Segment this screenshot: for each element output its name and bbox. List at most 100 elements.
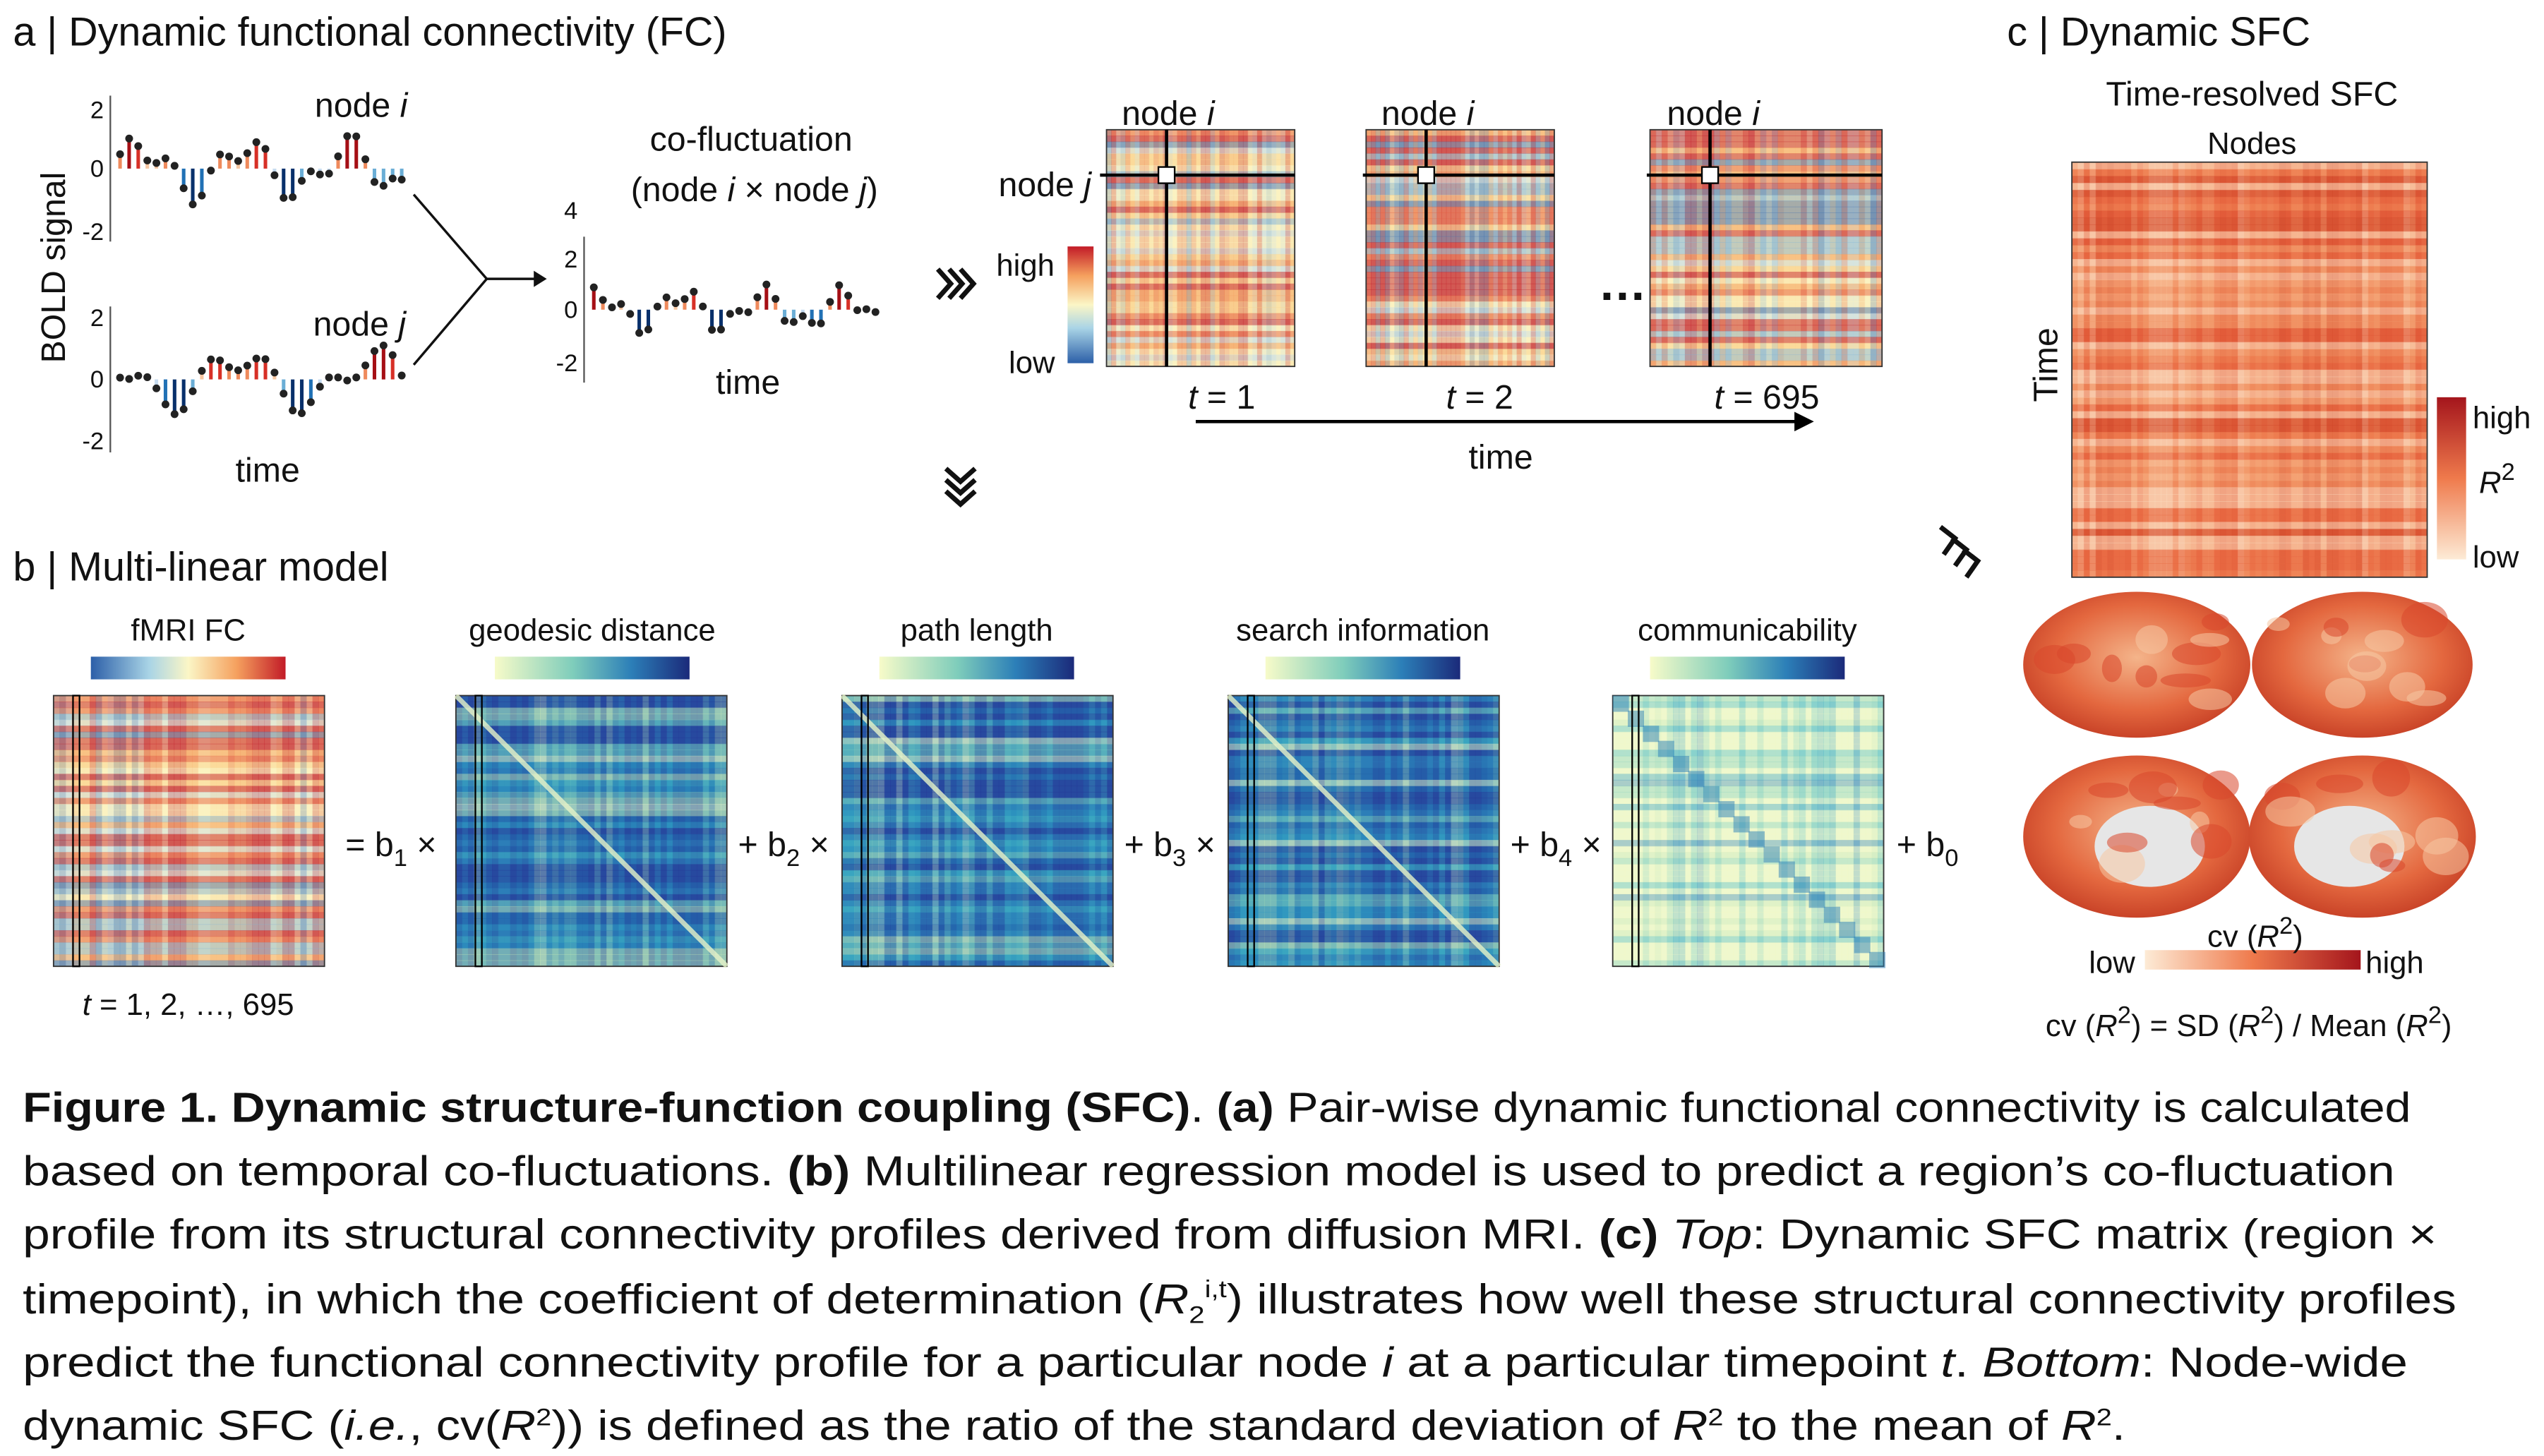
matrix-diagonal [840, 694, 1115, 968]
matrix-cell [1806, 129, 1813, 367]
matrix-cell [552, 695, 559, 967]
matrix-cell [1228, 774, 1499, 781]
matrix-cell [1853, 129, 1860, 367]
arrow [412, 193, 488, 366]
stem-head [261, 355, 270, 363]
matrix-cell [1120, 129, 1126, 367]
matrix-cell [2072, 293, 2428, 301]
matrix-cell [1871, 695, 1878, 967]
text: R [1673, 1402, 1708, 1449]
stem-head [735, 307, 743, 315]
matrix-cell [53, 816, 325, 823]
panel-label: b | Multi-linear model [13, 544, 388, 589]
scale-label: high [996, 248, 1055, 283]
matrix-cell [264, 695, 271, 967]
matrix-cell [53, 852, 325, 859]
matrix-cell [455, 702, 727, 709]
matrix-cell [1134, 129, 1140, 367]
stem-head [252, 138, 260, 146]
matrix-cell [1228, 804, 1499, 811]
stem-head [608, 303, 616, 312]
matrix-cell [1366, 212, 1554, 219]
matrix-title: search information [1236, 613, 1489, 647]
matrix-cell [1794, 129, 1801, 367]
matrix-cell [455, 810, 727, 817]
matrix-cell [1507, 129, 1513, 367]
axis-label: Time [2027, 327, 2065, 402]
brain-patch [2188, 688, 2233, 711]
stem-head [370, 178, 379, 186]
matrix-cell [1650, 165, 1883, 172]
matrix-cell [53, 750, 325, 757]
matrix-cell [138, 695, 145, 967]
matrix-cell [986, 695, 993, 967]
text: 3 [1172, 845, 1186, 872]
matrix-cell [968, 695, 976, 967]
text: node [1667, 95, 1752, 133]
matrix-cell [1631, 695, 1638, 967]
matrix-cell [1106, 330, 1295, 337]
node-column [474, 694, 483, 968]
matrix-cell [1214, 129, 1220, 367]
matrix-cell [1650, 159, 1883, 166]
matrix-cell [53, 888, 325, 895]
stem-head [234, 157, 242, 165]
matrix-cell [540, 695, 547, 967]
tick-label: 2 [90, 305, 104, 332]
matrix-cell [455, 695, 463, 967]
matrix-cell [1324, 695, 1331, 967]
matrix-cell [1474, 129, 1480, 367]
matrix-cell [504, 695, 511, 967]
matrix-cell [1106, 253, 1295, 260]
stem-head [379, 341, 388, 350]
matrix-cell [558, 695, 565, 967]
matrix-cell [312, 695, 319, 967]
matrix-cell [1294, 695, 1301, 967]
stem-head [270, 368, 279, 377]
text: R [2406, 1009, 2428, 1043]
matrix-cell [2072, 549, 2428, 558]
matrix-cell [1703, 695, 1710, 967]
matrix-cell [53, 798, 325, 805]
matrix-cell [53, 936, 325, 943]
matrix-cell [1648, 695, 1656, 967]
text: : Dynamic SFC matrix (region × [1752, 1210, 2437, 1258]
brain-patch [2088, 782, 2129, 798]
matrix-cell [1228, 731, 1499, 738]
matrix-cell [1650, 260, 1883, 267]
matrix-cell [1619, 695, 1626, 967]
matrix-cell [1720, 129, 1727, 367]
matrix-bg [1366, 129, 1554, 367]
matrix-cell [1457, 695, 1464, 967]
matrix-cell [53, 912, 325, 919]
matrix-cell [1379, 695, 1386, 967]
matrix-cell [1196, 129, 1201, 367]
matrix-cell [83, 695, 90, 967]
matrix-cell [1106, 354, 1295, 361]
crosshair-box [1157, 166, 1176, 184]
text: profile from its structural connectivity… [23, 1210, 1599, 1258]
matrix-cell [2072, 356, 2428, 363]
plot-subtitle: (node i × node j) [631, 171, 878, 209]
matrix-cell [1805, 695, 1812, 967]
matrix-cell [1535, 129, 1541, 367]
matrix-cell [1612, 702, 1884, 709]
matrix-cell [59, 695, 66, 967]
matrix-cell [1228, 858, 1499, 865]
caption-line: Figure 1. Dynamic structure-function cou… [23, 1084, 2411, 1131]
matrix-cell [126, 695, 133, 967]
matrix-cell [306, 695, 313, 967]
matrix-cell [107, 695, 114, 967]
matrix-cell [53, 774, 325, 781]
text: 2 [536, 1404, 551, 1431]
matrix-cell [53, 924, 325, 931]
tick-label: -2 [82, 428, 104, 455]
matrix-cell [1612, 840, 1884, 847]
matrix-cell [841, 822, 1113, 829]
brain-patch [2267, 617, 2290, 632]
matrix-cell [2072, 342, 2428, 350]
matrix-cell [2072, 189, 2428, 198]
matrix-cell [53, 948, 325, 955]
arrow-head [534, 270, 547, 287]
